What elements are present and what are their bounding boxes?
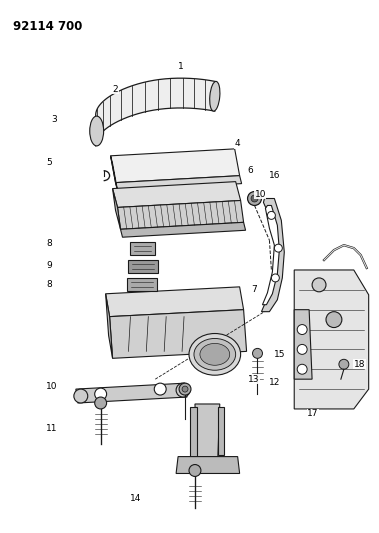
Circle shape [297,325,307,335]
Polygon shape [130,242,155,255]
Polygon shape [262,198,284,312]
Circle shape [251,195,258,202]
Polygon shape [263,205,279,305]
Polygon shape [121,222,246,237]
Text: 6: 6 [247,166,253,175]
Polygon shape [294,270,369,409]
Ellipse shape [176,383,190,397]
Circle shape [252,349,263,358]
Text: 10: 10 [46,382,58,391]
Circle shape [268,212,276,220]
Ellipse shape [90,116,103,146]
Text: 92114 700: 92114 700 [13,20,83,33]
Circle shape [247,191,262,205]
Polygon shape [113,182,241,207]
Text: 7: 7 [252,285,257,294]
Polygon shape [110,310,247,358]
Text: 12: 12 [269,378,281,386]
Polygon shape [117,200,244,229]
Text: 14: 14 [130,494,142,503]
Polygon shape [127,278,157,291]
Polygon shape [111,149,240,183]
Text: 10: 10 [255,190,266,199]
Circle shape [312,278,326,292]
Ellipse shape [194,338,236,370]
Polygon shape [96,78,215,146]
Polygon shape [190,407,197,457]
Text: 15: 15 [274,350,286,359]
Text: 16: 16 [269,171,281,180]
Text: 17: 17 [307,409,319,418]
Circle shape [339,359,349,369]
Polygon shape [113,189,121,229]
Text: 4: 4 [235,140,240,148]
Polygon shape [218,407,224,455]
Ellipse shape [189,334,241,375]
Polygon shape [111,156,117,191]
Text: 13: 13 [247,375,259,384]
Circle shape [154,383,166,395]
Text: 8: 8 [46,239,52,248]
Polygon shape [76,383,187,403]
Text: 5: 5 [46,158,52,167]
Circle shape [297,344,307,354]
Polygon shape [116,176,242,191]
Polygon shape [176,457,240,473]
Text: 1: 1 [178,62,184,71]
Circle shape [189,465,201,477]
Ellipse shape [74,389,88,403]
Text: 9: 9 [46,261,52,270]
Circle shape [271,274,279,282]
Polygon shape [128,260,158,273]
Circle shape [95,397,106,409]
Ellipse shape [200,343,230,365]
Circle shape [95,388,106,400]
Text: 2: 2 [113,85,118,94]
Text: 11: 11 [46,424,58,433]
Ellipse shape [210,82,220,111]
Text: 3: 3 [51,115,57,124]
Circle shape [182,386,188,392]
Polygon shape [106,294,113,358]
Polygon shape [294,310,312,379]
Circle shape [297,364,307,374]
Polygon shape [106,287,244,317]
Circle shape [326,312,342,328]
Circle shape [179,383,191,395]
Text: 8: 8 [46,280,52,289]
Polygon shape [195,404,220,458]
Text: 18: 18 [354,360,365,369]
Circle shape [274,244,282,252]
